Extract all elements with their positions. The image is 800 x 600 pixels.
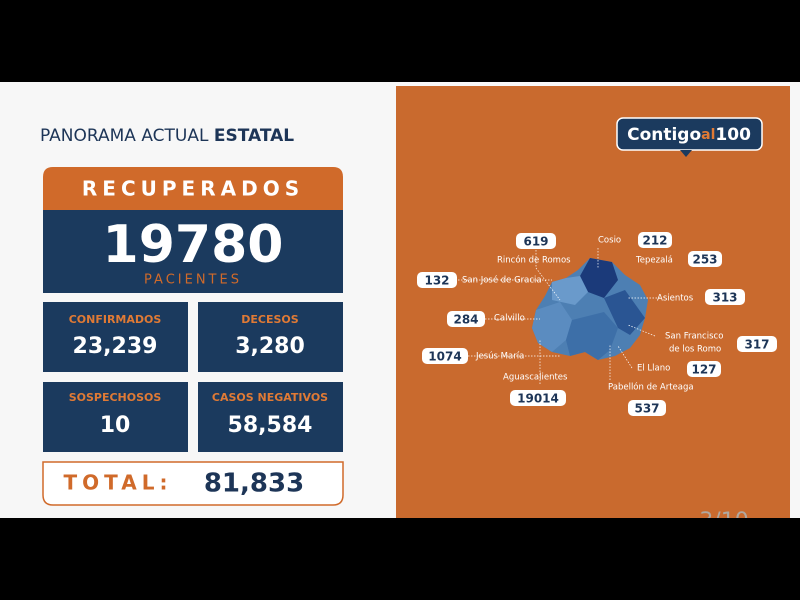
municipality-name: Pabellón de Arteaga <box>608 382 694 393</box>
stat-box <box>43 302 188 372</box>
labels: Cosio 212 619 Rincón de Romos Tepezalá 2… <box>417 232 777 416</box>
title-bold: ESTATAL <box>214 126 294 146</box>
value-pill <box>687 361 721 377</box>
municipality-name: Jesús María <box>475 352 524 362</box>
municipality-value: 127 <box>691 363 716 377</box>
value-pill <box>422 348 468 364</box>
municipality-name: San Francisco <box>665 332 723 342</box>
municipality-shape <box>604 290 645 335</box>
logo-part: 100 <box>715 125 751 145</box>
municipality-shape <box>566 312 618 360</box>
stat-label: DECESOS <box>241 313 299 326</box>
stat-value: 3,280 <box>235 334 305 359</box>
map <box>458 248 660 384</box>
recovered-value: 19780 <box>103 215 284 275</box>
municipality-value: 1074 <box>428 350 461 364</box>
municipality-value: 19014 <box>517 392 559 406</box>
value-pill <box>688 251 722 267</box>
municipality-name: Tepezalá <box>635 256 673 266</box>
municipality-value: 313 <box>712 291 737 305</box>
stat-label: CONFIRMADOS <box>69 313 162 326</box>
recovered-body <box>43 210 343 293</box>
stat-label: CASOS NEGATIVOS <box>212 391 328 404</box>
stat-value: 10 <box>100 413 131 438</box>
value-pill <box>628 400 666 416</box>
municipality-name: de los Romo <box>669 345 721 355</box>
municipality-value: 253 <box>692 253 717 267</box>
stat-box <box>198 382 343 452</box>
logo-part: al <box>701 127 715 143</box>
page-indicator: 3/10 <box>699 509 748 534</box>
municipality-name: Rincón de Romos <box>497 255 571 266</box>
title-light: PANORAMA ACTUAL <box>40 126 209 146</box>
municipality-value: 132 <box>424 274 449 288</box>
municipality-value: 212 <box>642 234 667 248</box>
municipality-name: Cosio <box>598 236 621 246</box>
municipality-value: 284 <box>453 313 478 327</box>
value-pill <box>510 390 566 406</box>
logo-tail <box>680 150 692 157</box>
municipality-shape <box>552 276 588 305</box>
municipality-value: 537 <box>634 402 659 416</box>
title: PANORAMA ACTUAL ESTATAL <box>40 126 294 146</box>
total-box <box>42 461 344 506</box>
recovered-unit: PACIENTES <box>144 273 242 288</box>
recovered-label: RECUPERADOS <box>82 177 304 201</box>
value-pill <box>737 336 777 352</box>
municipality-name: El Llano <box>637 364 670 374</box>
municipality-name: Asientos <box>657 294 694 304</box>
logo-part: Contigo <box>627 125 701 145</box>
value-pill <box>417 272 457 288</box>
municipality-name: Calvillo <box>494 314 525 324</box>
leader-lines <box>458 248 660 384</box>
recovered-header <box>43 167 343 210</box>
municipality-name: Aguascalientes <box>503 373 568 383</box>
municipality-name: San José de Gracia <box>462 275 542 286</box>
logo-text: Contigoal100 <box>627 125 751 145</box>
total-label: TOTAL: <box>64 471 173 495</box>
value-pill <box>638 232 672 248</box>
municipality-shape <box>532 302 572 352</box>
value-pill <box>447 311 485 327</box>
stat-box <box>43 382 188 452</box>
value-pill <box>705 289 745 305</box>
stat-value: 23,239 <box>73 334 158 359</box>
stat-value: 58,584 <box>228 413 313 438</box>
municipality-value: 619 <box>523 235 548 249</box>
municipality-value: 317 <box>744 338 769 352</box>
municipality-shape <box>580 258 618 298</box>
slide: PANORAMA ACTUAL ESTATAL RECUPERADOS 1978… <box>0 82 800 534</box>
value-pill <box>516 233 556 249</box>
stat-box <box>198 302 343 372</box>
stat-label: SOSPECHOSOS <box>69 391 162 404</box>
total-value: 81,833 <box>204 469 304 499</box>
